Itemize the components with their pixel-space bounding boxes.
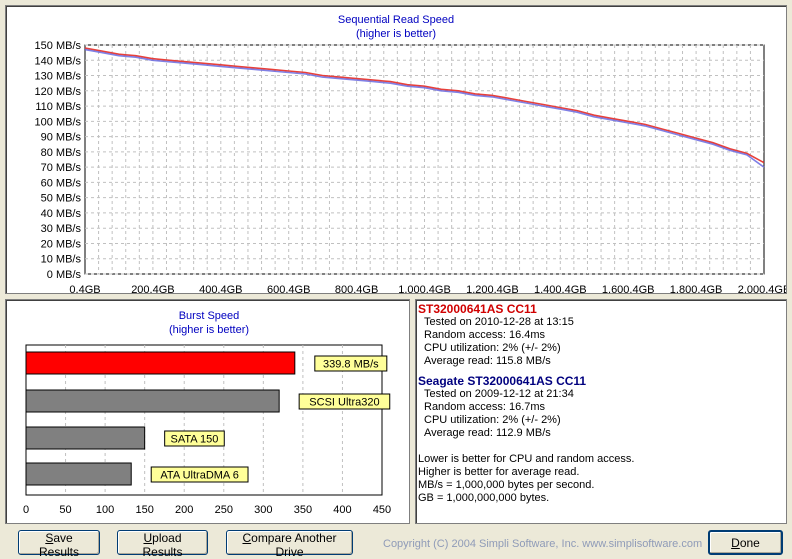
seq-y-tick-label: 20 MB/s <box>41 238 82 250</box>
drive1-cpu: CPU utilization: 2% (+/- 2%) <box>424 342 561 354</box>
burst-x-tick-label: 300 <box>254 504 272 516</box>
save-label: ave Results <box>38 531 79 559</box>
seq-x-tick-label: 200.4GB <box>131 284 174 293</box>
burst-chart-subtitle: (higher is better) <box>169 324 249 336</box>
burst-bar-label-1: 339.8 MB/s <box>323 359 379 371</box>
seq-y-tick-label: 50 MB/s <box>41 193 82 205</box>
done-button[interactable]: Done <box>708 530 783 555</box>
save-hotkey: S <box>45 531 54 545</box>
seq-y-tick-label: 110 MB/s <box>35 101 81 113</box>
upload-label: pload Results <box>142 531 183 559</box>
seq-series-line-2 <box>84 48 765 168</box>
drive2-cpu: CPU utilization: 2% (+/- 2%) <box>424 414 561 426</box>
burst-bar-label-box-3 <box>164 430 225 447</box>
seq-y-tick-label: 120 MB/s <box>35 86 82 98</box>
burst-x-tick-label: 50 <box>59 504 71 516</box>
seq-x-tick-label: 1,600.4GB <box>602 284 655 293</box>
drive1-tested: Tested on 2010-12-28 at 13:15 <box>424 316 574 328</box>
burst-x-tick-label: 350 <box>294 504 312 516</box>
drive2-random-access: Random access: 16.7ms <box>424 401 546 413</box>
burst-x-tick-label: 0 <box>23 504 29 516</box>
burst-speed-panel: Burst Speed (higher is better) 339.8 MB/… <box>5 299 410 524</box>
burst-bar-label-4: ATA UltraDMA 6 <box>160 470 238 482</box>
note-lower-better: Lower is better for CPU and random acces… <box>418 453 635 465</box>
drive2-tested: Tested on 2009-12-12 at 21:34 <box>424 388 574 400</box>
seq-y-tick-label: 60 MB/s <box>41 177 82 189</box>
seq-x-tick-label: 1,400.4GB <box>534 284 587 293</box>
burst-bar-label-box-4 <box>150 466 249 483</box>
copyright-text: Copyright (C) 2004 Simpli Software, Inc.… <box>383 538 703 550</box>
burst-x-tick-label: 150 <box>135 504 153 516</box>
seq-x-tick-label: 1,800.4GB <box>670 284 723 293</box>
seq-y-tick-label: 100 MB/s <box>35 116 82 128</box>
drive2-average-read: Average read: 112.9 MB/s <box>424 427 551 439</box>
burst-bar-1 <box>25 351 296 375</box>
seq-x-tick-label: 2,000.4GE <box>738 284 786 293</box>
burst-bar-label-box-1 <box>314 355 388 372</box>
compare-label: ompare Another Drive <box>251 531 337 559</box>
seq-x-tick-label: 1,000.4GB <box>398 284 451 293</box>
seq-x-tick-label: 400.4GB <box>199 284 242 293</box>
seq-y-tick-label: 10 MB/s <box>41 254 82 266</box>
note-gb: GB = 1,000,000,000 bytes. <box>418 492 550 504</box>
save-results-button[interactable]: Save Results <box>18 530 100 559</box>
burst-x-tick-label: 250 <box>215 504 233 516</box>
burst-speed-chart: Burst Speed (higher is better) 339.8 MB/… <box>23 310 391 516</box>
seq-y-tick-label: 30 MB/s <box>41 223 82 235</box>
upload-results-button[interactable]: Upload Results <box>117 530 208 559</box>
drive1-average-read: Average read: 115.8 MB/s <box>424 355 551 367</box>
burst-bar-label-2: SCSI Ultra320 <box>309 397 379 409</box>
burst-bar-label-3: SATA 150 <box>171 434 219 446</box>
done-label: one <box>739 535 760 550</box>
results-info-panel: ST32000641AS CC11 Tested on 2010-12-28 a… <box>415 299 787 524</box>
compare-drive-button[interactable]: Compare Another Drive <box>226 530 353 559</box>
upload-hotkey: U <box>143 531 153 545</box>
compare-hotkey: C <box>242 531 252 545</box>
drive1-random-access: Random access: 16.4ms <box>424 329 546 341</box>
done-hotkey: D <box>731 535 740 550</box>
note-mbs: MB/s = 1,000,000 bytes per second. <box>418 479 595 491</box>
seq-y-tick-label: 130 MB/s <box>35 71 82 83</box>
seq-x-tick-label: 0.4GB <box>69 284 100 293</box>
seq-x-tick-label: 800.4GB <box>335 284 378 293</box>
seq-series-line-1 <box>84 47 765 164</box>
burst-bar-3 <box>25 426 146 450</box>
seq-y-tick-label: 90 MB/s <box>41 132 82 144</box>
burst-bar-label-box-2 <box>298 393 391 410</box>
drive1-name: ST32000641AS CC11 <box>418 302 537 316</box>
seq-y-tick-label: 140 MB/s <box>35 55 82 67</box>
seq-y-tick-label: 40 MB/s <box>41 208 82 220</box>
note-higher-better: Higher is better for average read. <box>418 466 580 478</box>
drive2-name: Seagate ST32000641AS CC11 <box>418 374 587 388</box>
seq-y-tick-label: 150 MB/s <box>35 40 82 52</box>
burst-x-tick-label: 200 <box>175 504 193 516</box>
seq-chart-subtitle: (higher is better) <box>356 28 436 40</box>
seq-y-tick-label: 80 MB/s <box>41 147 82 159</box>
seq-x-tick-label: 600.4GB <box>267 284 310 293</box>
seq-x-tick-label: 1,200.4GB <box>466 284 519 293</box>
burst-x-tick-label: 100 <box>96 504 114 516</box>
burst-chart-title: Burst Speed <box>179 310 240 322</box>
burst-bar-4 <box>25 462 132 486</box>
sequential-read-panel: Sequential Read Speed (higher is better)… <box>5 5 787 294</box>
sequential-read-chart: Sequential Read Speed (higher is better)… <box>35 14 786 293</box>
burst-bar-2 <box>25 389 280 413</box>
seq-y-tick-label: 70 MB/s <box>41 162 82 174</box>
burst-x-tick-label: 400 <box>333 504 351 516</box>
seq-chart-title: Sequential Read Speed <box>338 14 454 26</box>
seq-y-tick-label: 0 MB/s <box>47 269 82 281</box>
burst-x-tick-label: 450 <box>373 504 391 516</box>
